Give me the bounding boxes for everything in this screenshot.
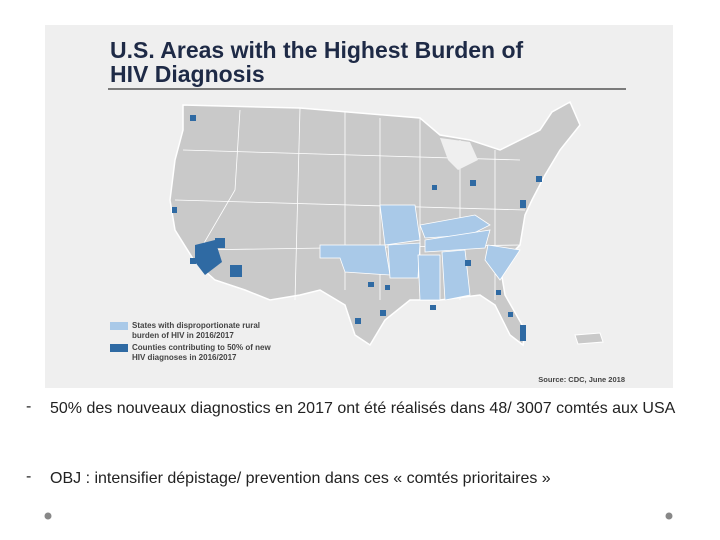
bullet: - OBJ : intensifier dépistage/ prevention…: [26, 468, 690, 490]
figure-title: U.S. Areas with the Highest Burden of: [110, 37, 524, 63]
bullet-text: 50% des nouveaux diagnostics en 2017 ont…: [50, 400, 676, 417]
legend-label: burden of HIV in 2016/2017: [132, 331, 234, 340]
legend-label: States with disproportionate rural: [132, 321, 260, 330]
puerto-rico: [574, 332, 604, 345]
legend-label: Counties contributing to 50% of new: [132, 343, 271, 352]
bullet-marker: -: [26, 398, 32, 415]
figure-title: HIV Diagnosis: [110, 61, 265, 87]
bullet: - 50% des nouveaux diagnostics en 2017 on…: [26, 398, 690, 420]
bullet-text: OBJ : intensifier dépistage/ prevention …: [50, 470, 551, 487]
rural-burden-states: [319, 204, 521, 301]
legend-label: HIV diagnoses in 2016/2017: [132, 353, 237, 362]
legend-swatch: [110, 344, 128, 352]
priority-counties: [172, 115, 542, 341]
us-map: [169, 100, 604, 347]
us-outline: [169, 100, 581, 347]
decor-dot: [665, 512, 673, 520]
source: Source: CDC, June 2018: [538, 375, 625, 384]
legend-swatch: [110, 322, 128, 330]
great-lakes: [440, 138, 478, 170]
bullet-marker: -: [26, 468, 32, 485]
decor-dot: [44, 512, 52, 520]
